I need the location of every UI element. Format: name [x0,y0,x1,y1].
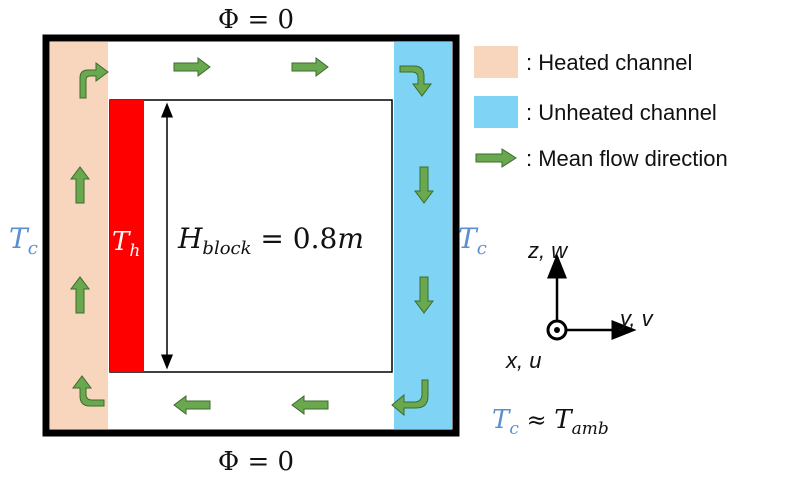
block-height-label: Hblock = 0.8m [177,222,364,259]
legend: : Heated channel : Unheated channel : Me… [474,46,728,171]
flow-arrow-icon [70,166,90,204]
x-axis-dot-icon [554,327,560,333]
legend-item-unheated: : Unheated channel [526,100,717,125]
flow-arrow-icon [414,276,434,314]
y-axis-label: y, v [618,306,655,331]
corner-arrow-icon [72,375,105,407]
hot-wall [110,100,144,372]
flow-arrow-icon [173,57,211,77]
hot-wall-temp: Th [112,227,140,261]
flow-arrow-icon [475,148,517,168]
unheated-swatch-icon [474,96,518,128]
bottom-boundary-label: Φ = 0 [218,447,294,477]
left-cold-temp: Tc [9,222,38,259]
x-axis-label: x, u [505,348,541,373]
legend-item-heated: : Heated channel [526,50,692,75]
ambient-relation: Tc ≈ Tamb [492,405,609,439]
corner-arrow-icon [79,62,109,99]
heated-swatch-icon [474,46,518,78]
flow-arrow-icon [414,166,434,204]
corner-arrow-icon [399,65,432,97]
solid-block [109,99,393,373]
corner-arrow-icon [391,379,429,417]
outer-border [42,34,460,437]
z-axis-label: z, w [527,238,569,263]
flow-arrow-icon [173,395,211,415]
flow-arrow-icon [70,276,90,314]
flow-arrows [70,57,434,417]
unheated-channel [394,42,452,429]
legend-item-flow: : Mean flow direction [526,146,728,171]
flow-arrow-icon [291,57,329,77]
right-cold-temp: Tc [458,222,487,259]
heated-channel [50,42,108,429]
flow-arrow-icon [291,395,329,415]
coordinate-axes: z, w y, v x, u [505,238,655,373]
top-boundary-label: Φ = 0 [218,5,294,35]
